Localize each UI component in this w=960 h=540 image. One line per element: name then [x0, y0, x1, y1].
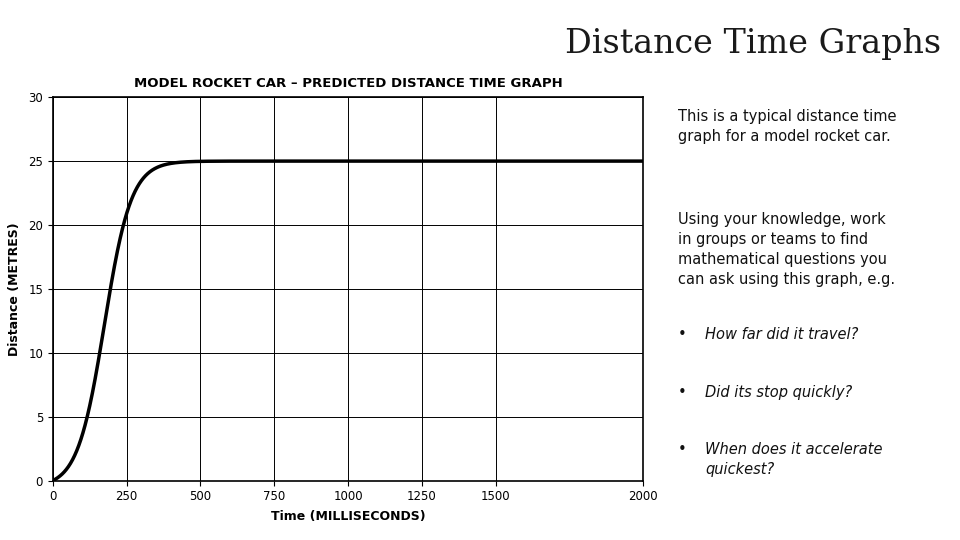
Text: •: •: [678, 442, 686, 457]
Text: •: •: [678, 327, 686, 342]
Text: Distance Time Graphs: Distance Time Graphs: [564, 28, 941, 60]
Text: When does it accelerate
quickest?: When does it accelerate quickest?: [706, 442, 883, 477]
Text: How far did it travel?: How far did it travel?: [706, 327, 859, 342]
Text: This is a typical distance time
graph for a model rocket car.: This is a typical distance time graph fo…: [678, 109, 896, 144]
Text: •: •: [678, 384, 686, 400]
Title: MODEL ROCKET CAR – PREDICTED DISTANCE TIME GRAPH: MODEL ROCKET CAR – PREDICTED DISTANCE TI…: [133, 77, 563, 91]
Text: Using your knowledge, work
in groups or teams to find
mathematical questions you: Using your knowledge, work in groups or …: [678, 212, 895, 287]
X-axis label: Time (MILLISECONDS): Time (MILLISECONDS): [271, 510, 425, 523]
Y-axis label: Distance (METRES): Distance (METRES): [9, 222, 21, 356]
Text: Did its stop quickly?: Did its stop quickly?: [706, 384, 852, 400]
